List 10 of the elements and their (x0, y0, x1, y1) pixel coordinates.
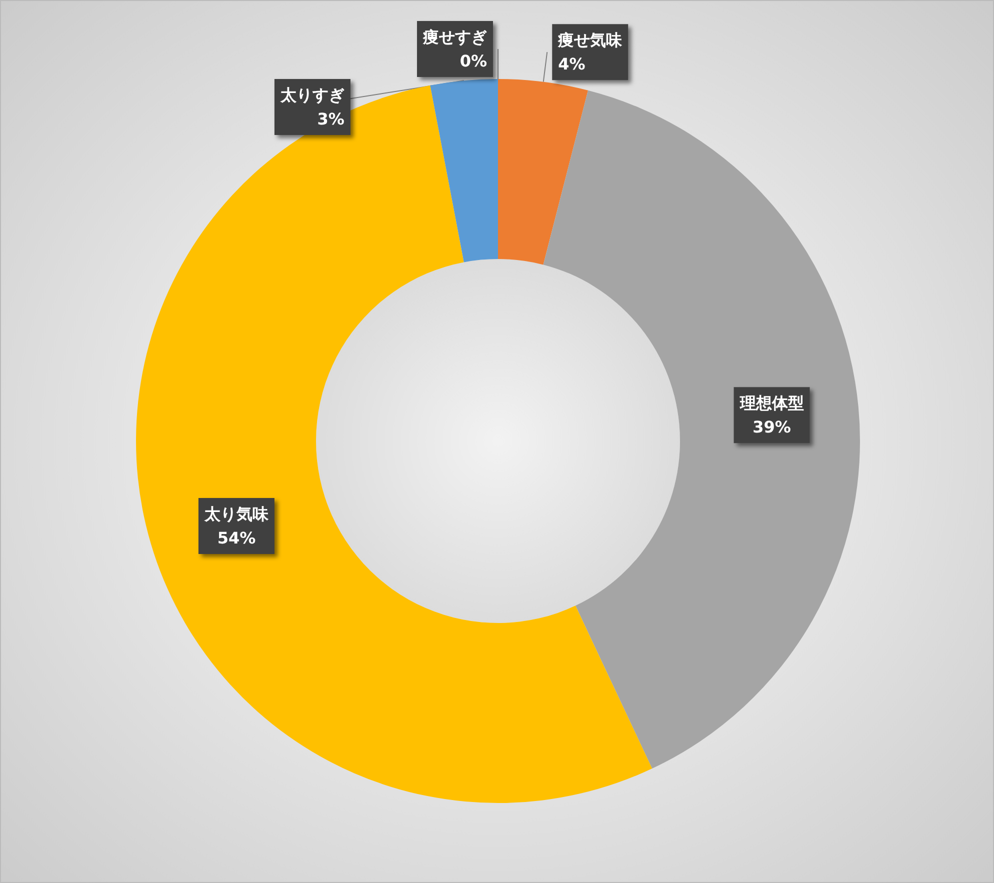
text: 0% (460, 52, 487, 70)
data-label: 3% (317, 110, 344, 128)
slice-label: 理想体型 (738, 394, 804, 413)
slice-label: 痩せ気味 (557, 30, 624, 50)
data-label: 54% (217, 528, 256, 548)
data-label: 4% (558, 54, 586, 74)
data-label: 39% (752, 418, 791, 437)
slice-label: 太りすぎ (279, 86, 344, 104)
category-label: 痩せすぎ (423, 28, 487, 46)
slice-label: 太り気味 (203, 504, 270, 524)
